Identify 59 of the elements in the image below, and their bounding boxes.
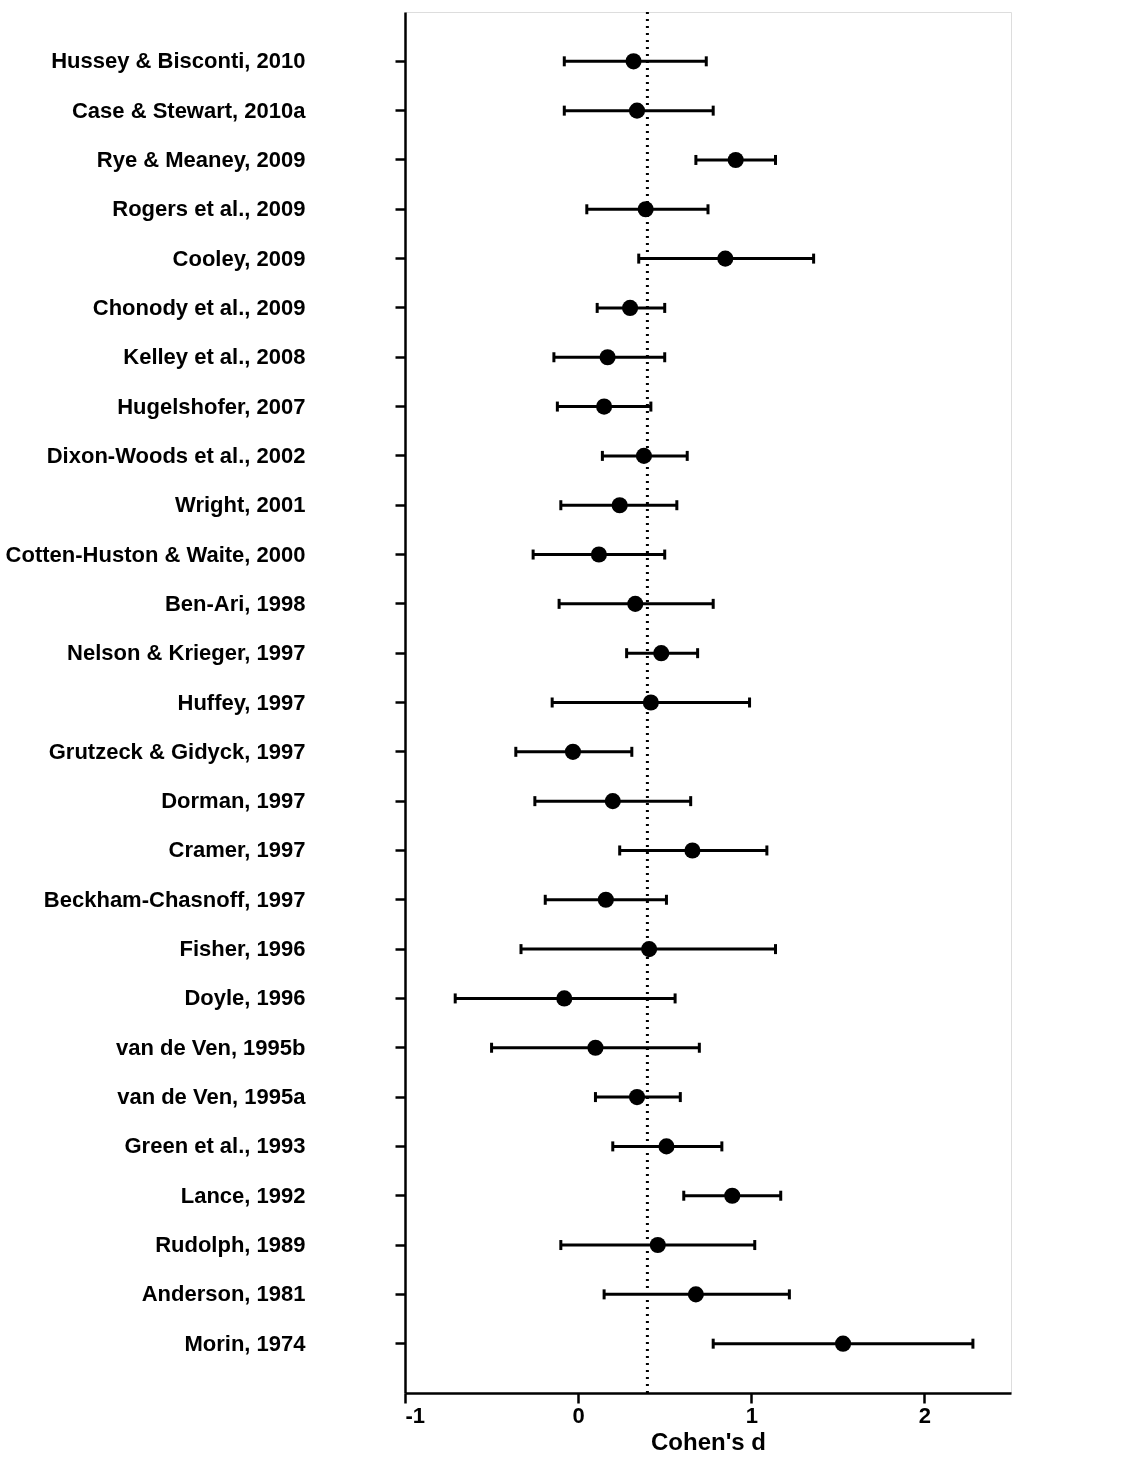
point: [597, 891, 614, 908]
y-tick-label: Doyle, 1996: [184, 985, 306, 1011]
point: [625, 53, 642, 70]
point: [628, 102, 646, 119]
y-tick-label: Cooley, 2009: [172, 245, 306, 271]
point: [724, 1187, 741, 1204]
y-tick-label: Wright, 2001: [175, 492, 306, 518]
point: [637, 201, 654, 218]
point: [628, 1089, 646, 1106]
y-tick-label: Hussey & Bisconti, 2010: [51, 48, 306, 74]
x-tick-label: 0: [572, 1402, 585, 1428]
y-tick-label: Cotten-Huston & Waite, 2000: [5, 541, 306, 567]
y-tick-label: Huffey, 1997: [177, 689, 306, 715]
point: [596, 398, 613, 415]
y-tick-label: Fisher, 1996: [179, 936, 306, 962]
point: [564, 743, 582, 760]
point: [627, 595, 644, 612]
point: [658, 1138, 675, 1155]
x-tick-label: -1: [405, 1402, 426, 1428]
y-tick-label: Beckham-Chasnoff, 1997: [43, 886, 306, 912]
y-tick-label: Morin, 1974: [184, 1330, 307, 1356]
y-tick-label: Case & Stewart, 2010a: [71, 97, 307, 123]
y-tick-label: Lance, 1992: [180, 1182, 306, 1208]
y-tick-label: Green et al., 1993: [124, 1133, 306, 1159]
point: [556, 990, 573, 1007]
point: [727, 151, 744, 169]
y-tick-label: Ben-Ari, 1998: [164, 590, 306, 616]
point: [641, 941, 658, 958]
point: [687, 1286, 704, 1303]
point: [590, 546, 607, 563]
point: [684, 842, 701, 859]
y-tick-label: Dixon-Woods et al., 2002: [46, 442, 306, 468]
point: [599, 349, 616, 366]
y-tick-label: Dorman, 1997: [161, 788, 306, 814]
y-tick-label: Anderson, 1981: [141, 1281, 306, 1307]
y-tick-label: Chonody et al., 2009: [92, 294, 306, 320]
y-tick-label: Hugelshofer, 2007: [117, 393, 306, 419]
y-tick-label: Nelson & Krieger, 1997: [67, 640, 306, 666]
x-axis-title: Cohen's d: [650, 1427, 767, 1455]
x-tick-label: 1: [745, 1402, 758, 1428]
point: [649, 1236, 666, 1254]
y-tick-label: van de Ven, 1995a: [117, 1084, 307, 1110]
y-tick-label: Grutzeck & Gidyck, 1997: [48, 738, 306, 764]
point: [604, 793, 621, 810]
point: [622, 299, 639, 316]
x-tick-label: 2: [918, 1402, 932, 1428]
y-tick-label: Rye & Meaney, 2009: [96, 146, 306, 172]
y-tick-label: Rudolph, 1989: [155, 1232, 306, 1258]
point: [642, 694, 659, 711]
y-tick-label: Cramer, 1997: [168, 837, 306, 863]
point: [635, 447, 652, 464]
y-tick-label: van de Ven, 1995b: [115, 1034, 306, 1060]
point: [587, 1039, 604, 1056]
point: [611, 497, 628, 514]
y-tick-label: Kelley et al., 2008: [123, 344, 306, 370]
y-tick-label: Rogers et al., 2009: [112, 196, 306, 222]
point: [834, 1335, 852, 1352]
point: [653, 645, 670, 662]
point: [717, 250, 734, 267]
